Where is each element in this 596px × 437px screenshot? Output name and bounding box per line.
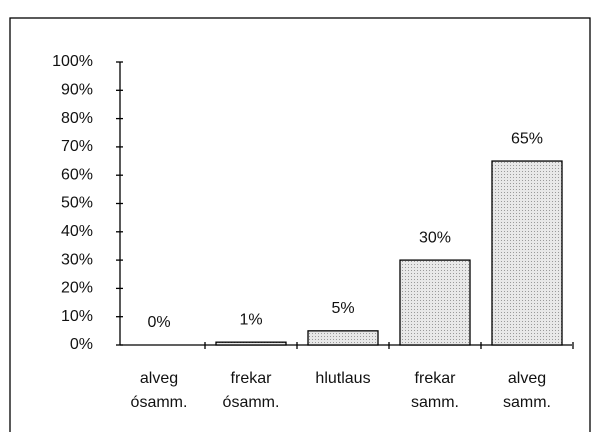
x-tick-label-line: hlutlaus (315, 370, 370, 387)
x-tick-label-line: samm. (411, 394, 459, 411)
x-tick-label: frekar ósamm. (223, 370, 280, 411)
data-label: 30% (419, 229, 451, 246)
x-tick-label-line: frekar (415, 370, 457, 387)
bar (399, 259, 471, 346)
data-label: 0% (147, 314, 170, 331)
y-tick-label: 60% (61, 166, 93, 183)
data-label: 5% (331, 300, 354, 317)
x-tick-label-line: ósamm. (223, 394, 280, 411)
bar (215, 341, 287, 346)
y-tick-label: 80% (61, 110, 93, 127)
bar (491, 160, 563, 346)
y-tick-label: 100% (52, 53, 93, 70)
y-tick-label: 0% (70, 336, 93, 353)
bar (307, 330, 379, 346)
x-tick-label-line: frekar (231, 370, 273, 387)
data-label: 65% (511, 130, 543, 147)
y-tick-label: 50% (61, 195, 93, 212)
x-tick-label-line: alveg (140, 370, 178, 387)
x-tick-label: alveg samm. (503, 370, 551, 411)
x-tick-label-line: ósamm. (131, 394, 188, 411)
y-tick-label: 70% (61, 138, 93, 155)
data-label: 1% (239, 311, 262, 328)
x-tick-label: frekar samm. (411, 370, 459, 411)
y-tick-label: 90% (61, 82, 93, 99)
chart-frame (9, 17, 591, 437)
y-tick-label: 40% (61, 223, 93, 240)
y-tick-label: 30% (61, 251, 93, 268)
x-tick-label-line: samm. (503, 394, 551, 411)
y-tick-label: 20% (61, 280, 93, 297)
y-tick-label: 10% (61, 308, 93, 325)
x-tick-label-line: alveg (508, 370, 546, 387)
x-tick-label: alveg ósamm. (131, 370, 188, 411)
x-tick-label: hlutlaus (315, 370, 370, 387)
